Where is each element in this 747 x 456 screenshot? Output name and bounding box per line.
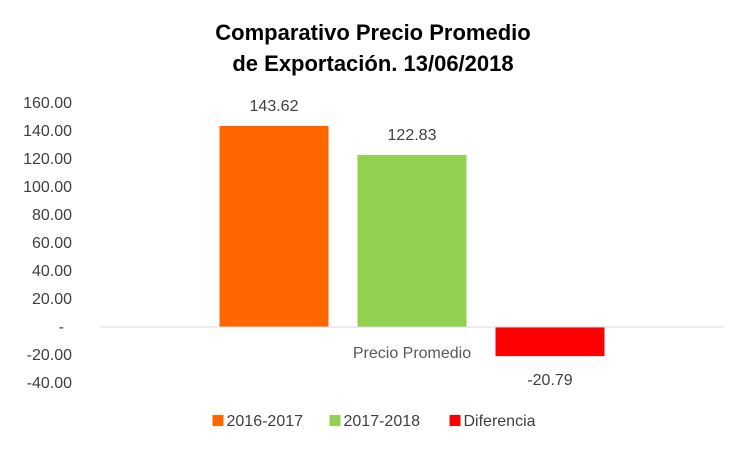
y-axis: 160.00 140.00 120.00 100.00 80.00 60.00 40.00 2… [23,95,72,392]
y-tick-label: 20.00 [32,291,72,308]
y-tick-label: 80.00 [32,207,72,224]
chart-title-line-2: de Exportación. 13/06/2018 [232,51,513,76]
chart-title-line-1: Comparativo Precio Promedio [215,20,530,45]
y-tick-label: 140.00 [23,123,72,140]
legend: 2016-2017 2017-2018 Diferencia [212,413,536,430]
legend-swatch [329,415,341,426]
y-tick-label: -20.00 [27,347,72,364]
bar-diferencia [495,327,605,357]
data-label: -20.79 [527,372,572,389]
legend-swatch [212,415,224,426]
y-tick-label: 160.00 [23,95,72,112]
y-tick-label: 100.00 [23,179,72,196]
bar-2017-2018 [357,155,467,327]
data-label: 122.83 [388,127,437,144]
bar-2016-2017 [219,125,329,327]
category-label: Precio Promedio [353,345,471,362]
y-tick-label: - [59,319,64,336]
legend-label: 2016-2017 [227,413,304,430]
bars: 143.62 122.83 -20.79 [219,98,605,389]
legend-label: Diferencia [464,413,536,430]
y-tick-label: 60.00 [32,235,72,252]
y-tick-label: 40.00 [32,263,72,280]
legend-swatch [449,415,461,426]
y-tick-label: -40.00 [27,375,72,392]
y-tick-label: 120.00 [23,151,72,168]
legend-label: 2017-2018 [344,413,421,430]
data-label: 143.62 [250,98,299,115]
